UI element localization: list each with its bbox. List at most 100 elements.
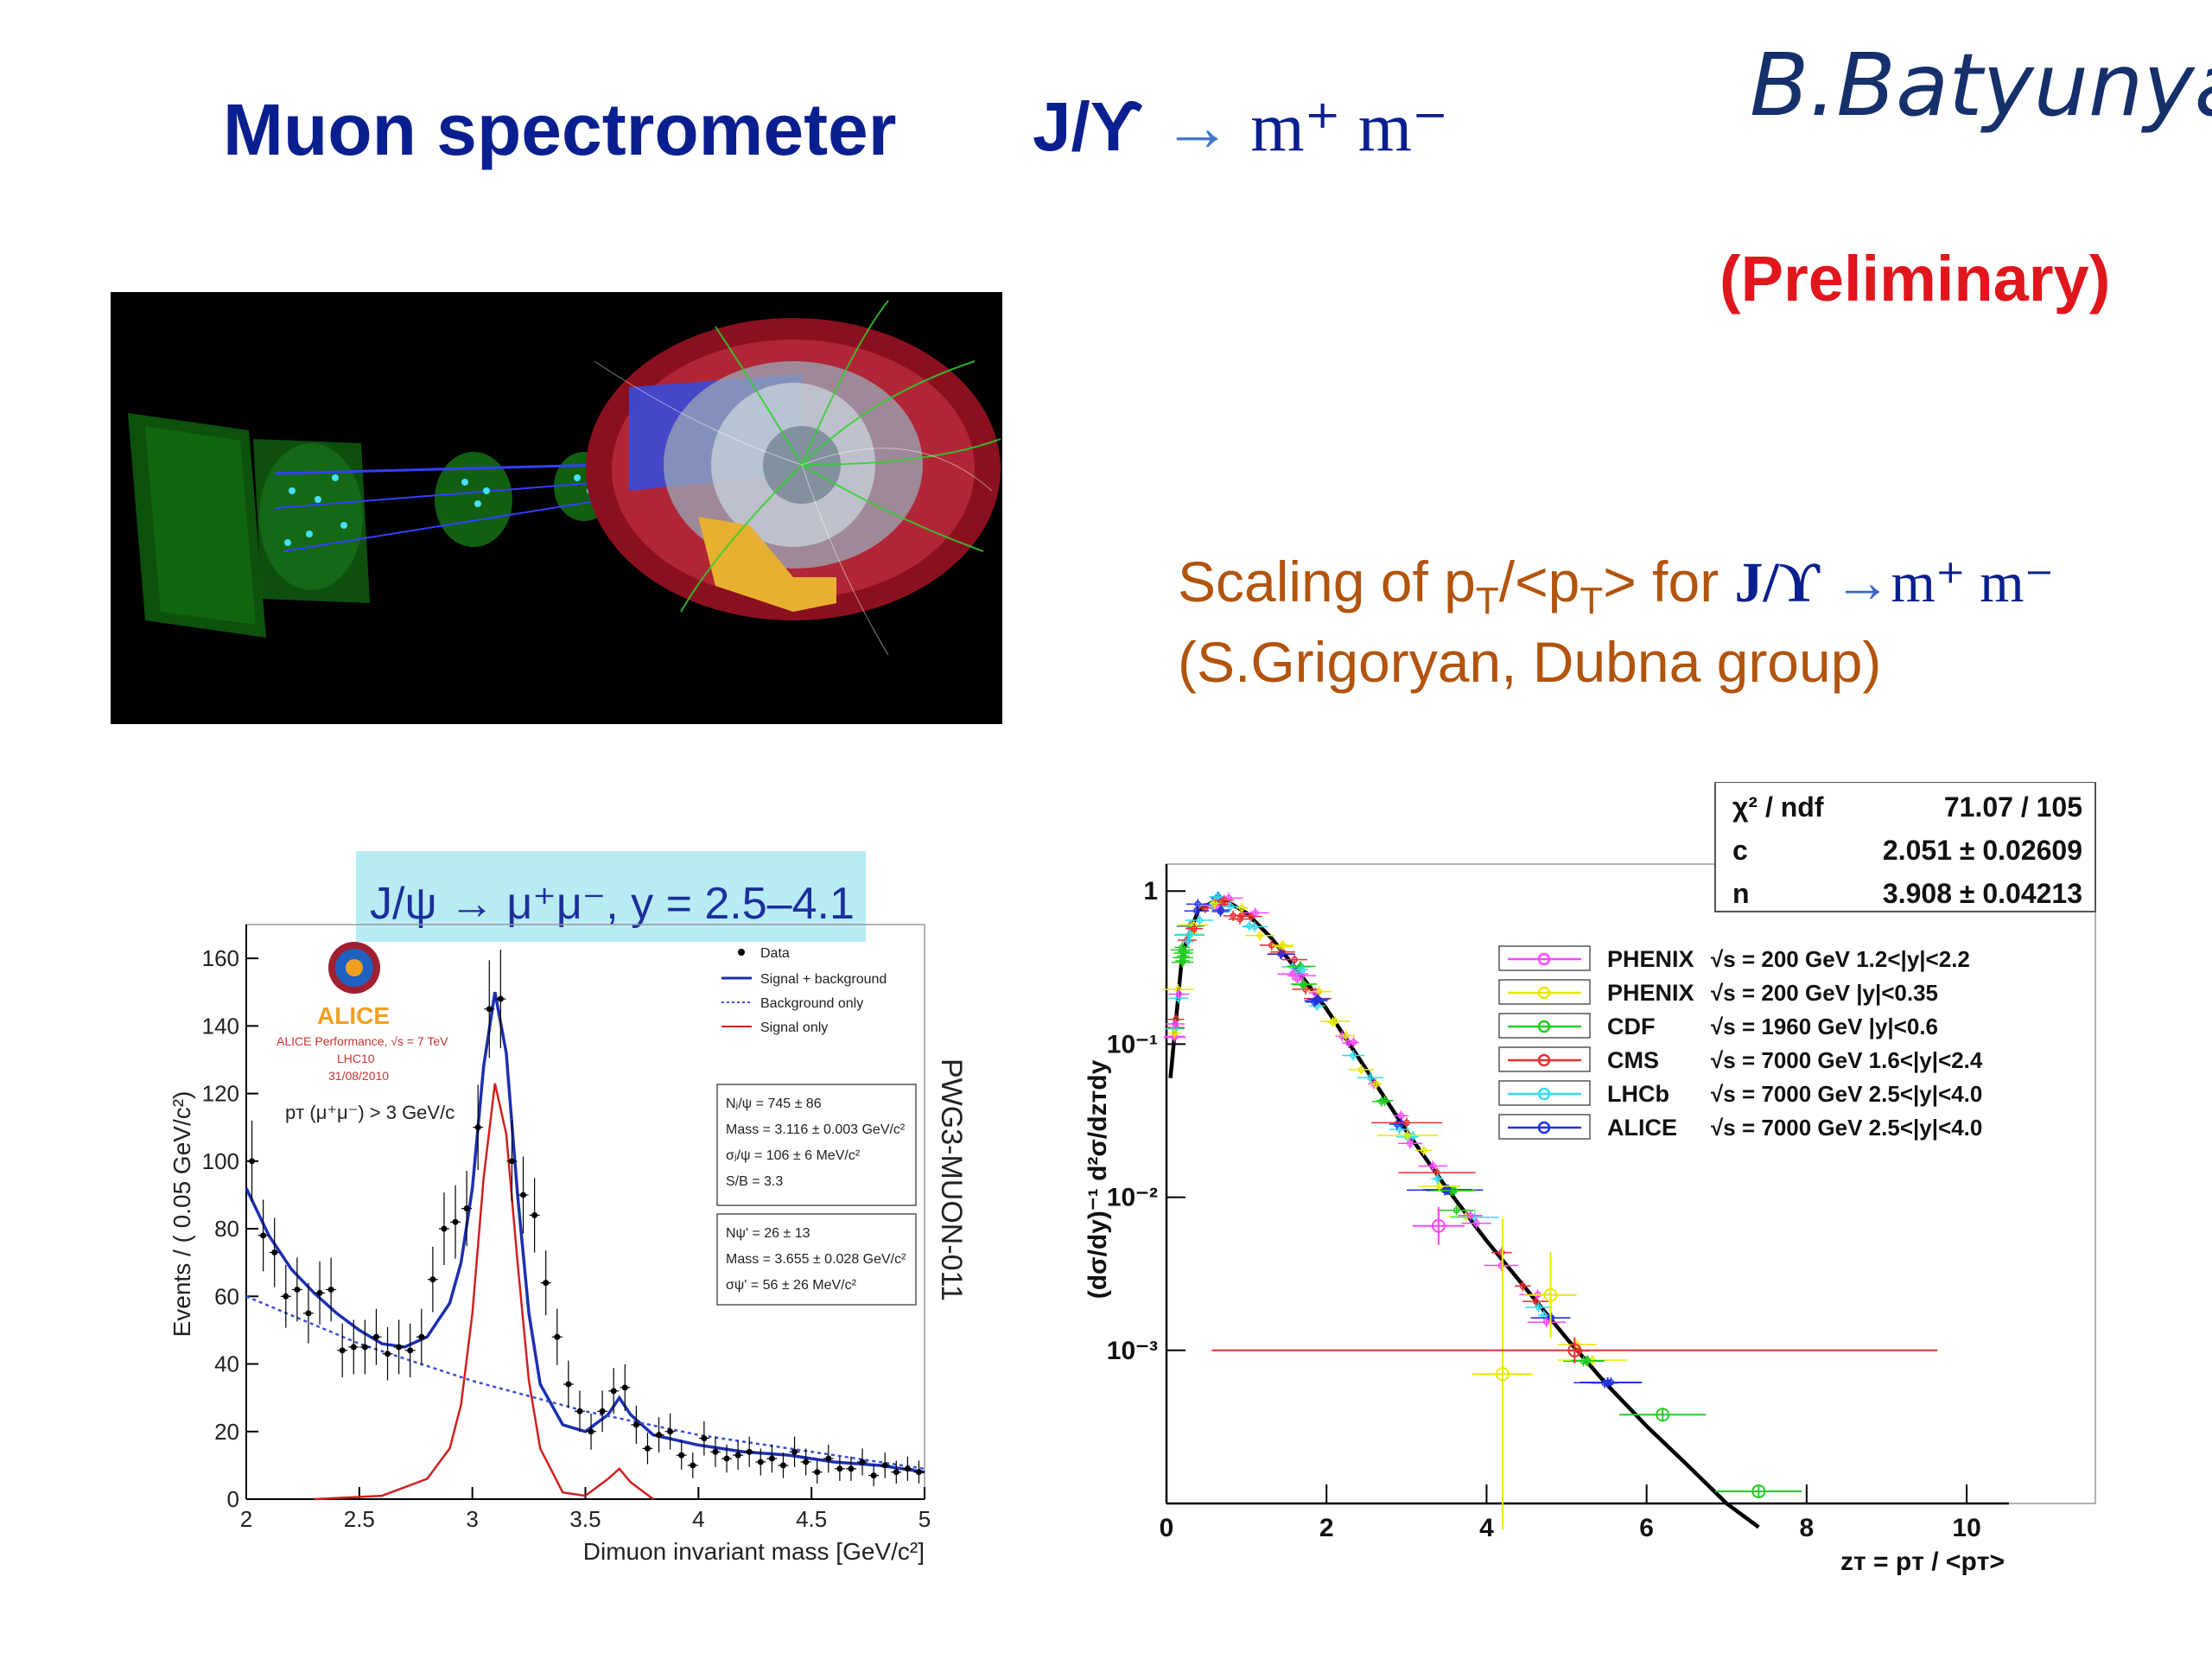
alice-y-tick-label: 40	[214, 1351, 239, 1377]
alice-data-point	[778, 1452, 789, 1478]
scaling-data-point	[1168, 988, 1190, 1000]
alice-logo-text: ALICE	[317, 1002, 390, 1029]
scaling-data-point	[1412, 1206, 1465, 1245]
scaling-data-point	[1433, 1185, 1476, 1196]
alice-period-text: LHC10	[337, 1052, 375, 1065]
scaling-y-tick-label: 1	[1143, 877, 1158, 906]
alice-data-point	[461, 1171, 473, 1247]
alice-data-point	[586, 1413, 597, 1450]
psi2s-yield: Nψ' = 26 ± 13	[726, 1226, 810, 1241]
scaling-data-point	[1424, 1184, 1472, 1195]
caption-text-mid: /<p	[1498, 550, 1580, 613]
alice-data-point	[880, 1452, 891, 1478]
alice-data-point	[857, 1448, 868, 1476]
alice-x-label: Dimuon invariant mass [GeV/c²]	[583, 1538, 925, 1565]
alice-data-point	[676, 1440, 687, 1471]
scaling-x-tick-label: 8	[1800, 1514, 1815, 1542]
svg-text:√s = 7000 GeV 2.5<|y|<4.0: √s = 7000 GeV 2.5<|y|<4.0	[1711, 1115, 1982, 1141]
alice-data-point	[891, 1460, 902, 1484]
fit-row-label: c	[1732, 835, 1748, 866]
scaling-data-point	[1245, 930, 1274, 941]
decay-arrow: →	[1162, 90, 1232, 166]
scaling-data-point	[1524, 1251, 1577, 1338]
alice-data-point	[551, 1308, 563, 1365]
alice-data-point	[473, 1084, 484, 1170]
caption-text-suffix: > for	[1603, 550, 1735, 613]
caption-text-prefix: Scaling of p	[1178, 550, 1476, 613]
alice-data-point	[574, 1390, 585, 1433]
svg-text:ALICE: ALICE	[1607, 1115, 1677, 1141]
scaling-data-point	[1212, 905, 1230, 916]
alice-data-point	[382, 1327, 393, 1381]
svg-text:√s = 7000 GeV 2.5<|y|<4.0: √s = 7000 GeV 2.5<|y|<4.0	[1711, 1081, 1982, 1107]
alice-date-text: 31/08/2010	[328, 1069, 389, 1083]
svg-text:PHENIX: PHENIX	[1607, 980, 1694, 1006]
legend-data: Data	[760, 946, 790, 961]
scaling-data-point	[1267, 949, 1295, 960]
scaling-y-tick-label: 10⁻²	[1107, 1184, 1158, 1212]
scaling-data-point	[1184, 906, 1210, 917]
alice-y-tick-label: 80	[214, 1216, 239, 1242]
scaling-data-point	[1214, 894, 1234, 906]
legend-total: Signal + background	[760, 972, 887, 987]
alice-data-point	[664, 1413, 676, 1450]
svg-text:√s = 200 GeV |y|<0.35: √s = 200 GeV |y|<0.35	[1711, 980, 1938, 1006]
scaling-y-label: (dσ/dy)⁻¹ d²σ/dzᴛdy	[1084, 1059, 1112, 1299]
scaling-data-point	[1437, 1205, 1476, 1216]
psi2s-mass: Mass = 3.655 ± 0.028 GeV/c²	[726, 1252, 906, 1267]
scaling-data-point	[1491, 1247, 1512, 1258]
alice-data-point	[404, 1323, 416, 1378]
scaling-data-point	[1370, 1078, 1382, 1090]
alice-y-tick-label: 0	[227, 1486, 239, 1512]
scaling-data-point	[1281, 954, 1307, 965]
alice-data-point	[450, 1185, 461, 1259]
alice-y-tick-label: 160	[202, 945, 239, 971]
alice-x-tick-label: 2	[240, 1506, 252, 1532]
scaling-credit: (S.Grigoryan, Dubna group)	[1178, 630, 1882, 694]
alice-y-tick-label: 20	[214, 1419, 239, 1445]
alice-y-tick-label: 100	[202, 1148, 239, 1174]
scaling-data-point	[1376, 1095, 1394, 1106]
chart-banner-title: J/ψ → μ⁺μ⁻, y = 2.5–4.1	[370, 879, 855, 929]
alice-data-point	[597, 1390, 608, 1433]
svg-text:PHENIX: PHENIX	[1607, 946, 1694, 972]
caption-products: m⁺ m⁻	[1891, 551, 2055, 614]
alice-data-point	[653, 1417, 664, 1453]
scaling-data-point	[1527, 1317, 1566, 1328]
scaling-data-point	[1571, 1355, 1605, 1366]
scaling-data-point	[1223, 910, 1243, 921]
scaling-plot-frame	[1166, 863, 2096, 1504]
scaling-data-point	[1222, 901, 1240, 912]
fit-row-value: 71.07 / 105	[1944, 791, 2082, 823]
alice-data-point	[608, 1368, 620, 1414]
alice-performance-text: ALICE Performance, √s = 7 TeV	[276, 1034, 448, 1048]
alice-data-point	[834, 1456, 845, 1481]
alice-data-point	[733, 1440, 744, 1471]
alice-data-point	[315, 1261, 326, 1325]
alice-data-point	[257, 1199, 269, 1272]
scaling-data-point	[1185, 915, 1214, 926]
scaling-data-point	[1165, 1019, 1185, 1030]
pwg3-label: PWG3-MUON-011	[935, 1058, 968, 1301]
svg-text:LHCb: LHCb	[1607, 1081, 1669, 1107]
scaling-data-point	[1514, 1281, 1531, 1292]
scaling-data-point	[1348, 1037, 1359, 1048]
alice-data-point	[427, 1246, 438, 1313]
chart-banner-bg	[356, 851, 866, 942]
scaling-y-tick-label: 10⁻³	[1107, 1337, 1158, 1365]
scaling-data-point	[1242, 921, 1268, 932]
alice-data-point	[246, 1120, 257, 1202]
alice-logo-icon	[328, 942, 380, 994]
scaling-data-point	[1162, 984, 1194, 995]
scaling-data-point	[1522, 1296, 1549, 1307]
scaling-data-point	[1431, 1173, 1444, 1185]
scaling-data-point	[1376, 1130, 1439, 1141]
scaling-data-point	[1619, 1408, 1707, 1422]
scaling-data-point	[1418, 1180, 1460, 1192]
scaling-data-point	[1418, 1160, 1448, 1172]
alice-data-point	[811, 1460, 823, 1484]
scaling-data-point	[1580, 1376, 1643, 1388]
scaling-data-point	[1524, 1301, 1553, 1313]
alice-data-point	[291, 1257, 302, 1322]
scaling-data-point	[1168, 1027, 1181, 1039]
